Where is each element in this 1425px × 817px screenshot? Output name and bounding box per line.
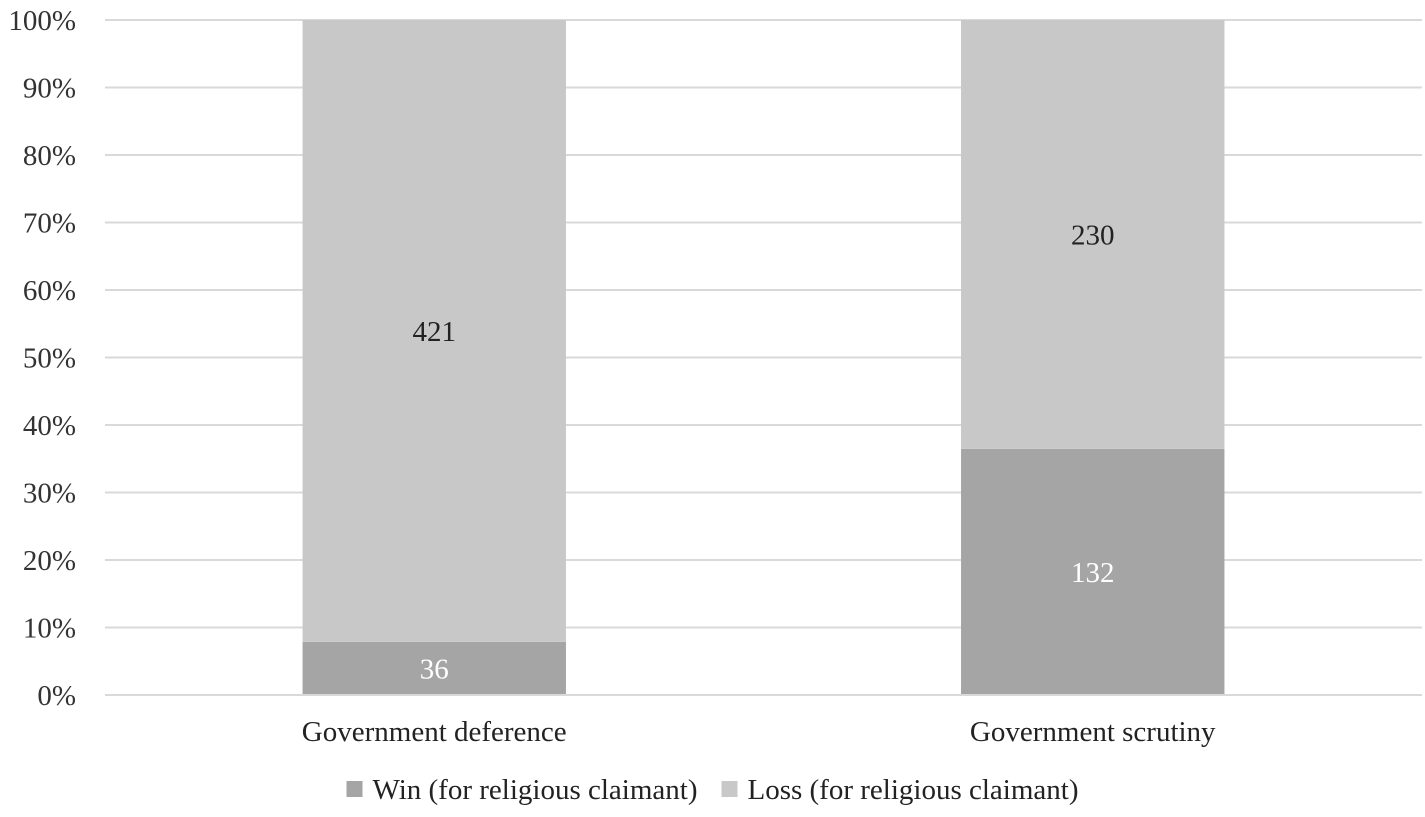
data-label: 132 [1071,557,1115,589]
data-labels: 36 421 132 230 [413,219,1115,685]
y-tick-label: 90% [23,73,76,105]
x-category-label: Government scrutiny [970,716,1216,748]
x-category-label: Government deference [302,716,567,748]
y-tick-label: 50% [23,343,76,375]
y-tick-label: 30% [23,478,76,510]
legend-label: Win (for religious claimant) [373,774,698,806]
x-axis-category-labels: Government deference Government scrutiny [302,716,1216,748]
bars [302,20,1225,695]
y-tick-label: 100% [8,5,76,37]
legend: Win (for religious claimant) Loss (for re… [346,774,1078,806]
data-label: 230 [1071,219,1115,251]
y-tick-label: 60% [23,275,76,307]
y-tick-label: 20% [23,545,76,577]
y-tick-label: 10% [23,613,76,645]
legend-swatch [721,781,738,797]
bar-segment [302,641,566,695]
legend-item: Loss (for religious claimant) [721,774,1078,806]
y-tick-label: 70% [23,208,76,240]
data-label: 421 [413,316,457,348]
y-tick-label: 0% [37,680,76,712]
data-label: 36 [420,653,449,685]
bar-segment [961,448,1225,695]
bar-segment [302,20,566,642]
y-axis-tick-labels: 0% 10% 20% 30% 40% 50% 60% 70% 80% 90% 100% [8,5,76,712]
y-tick-label: 80% [23,140,76,172]
y-tick-label: 40% [23,410,76,442]
legend-swatch [346,781,363,797]
legend-label: Loss (for religious claimant) [747,774,1078,806]
bar-segment [961,20,1225,449]
legend-item: Win (for religious claimant) [346,774,698,806]
